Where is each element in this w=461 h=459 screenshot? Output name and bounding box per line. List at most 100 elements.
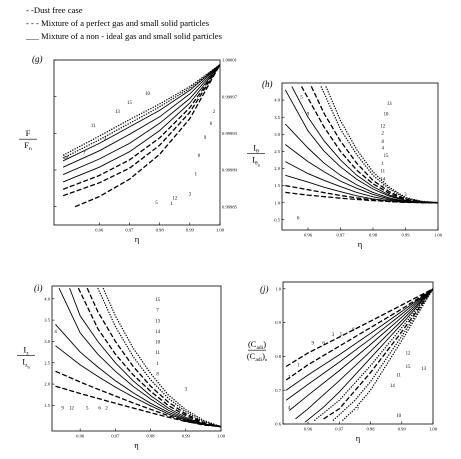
legend-prefix: ___ [26, 31, 39, 41]
curve-label: 10 [396, 414, 401, 419]
curve-label: 1 [171, 202, 174, 207]
x-tick-label: 0.99 [186, 228, 195, 233]
series-line-11 [58, 287, 221, 428]
y-tick-label: 0.99989 [222, 168, 238, 173]
panel-label: (h) [262, 79, 273, 89]
y-tick-label: 3.0 [274, 132, 280, 137]
curve-label: 9 [61, 407, 64, 412]
curve-label: 7 [83, 151, 86, 156]
series-line-15 [284, 89, 438, 204]
panel-i: (i) 0.96 0.97 0.98 0.99 1.00 4.0 3.5 3.0 2.5 2.0 1.… [17, 283, 226, 450]
y-axis-label-top: F [26, 128, 31, 138]
curve-label: 1 [195, 173, 198, 178]
series-line-10 [69, 287, 221, 428]
series-line-5 [304, 288, 433, 423]
curve-label: 2 [213, 110, 216, 115]
y-axis-label-bottom: Iθn [252, 155, 260, 168]
series-line-1 [62, 64, 220, 183]
y-axis-label-bottom-sub: adi [255, 357, 262, 363]
x-tick-label: 0.99 [401, 233, 410, 238]
y-axis-label-top-sub: z [26, 351, 29, 357]
y-axis-label-top-sub: θ [256, 149, 259, 155]
curve-label: 14 [380, 177, 385, 182]
series-line-6 [62, 64, 220, 159]
series-line-1 [55, 324, 221, 428]
x-tick-label: 1.00 [429, 427, 438, 432]
series-line-3 [285, 184, 438, 204]
curve-label: 1 [156, 362, 159, 367]
curve-label: 13 [421, 367, 426, 372]
curve-label: 7 [156, 309, 159, 314]
curve-label: 4 [104, 138, 107, 143]
series-line-3 [62, 64, 220, 190]
curve-label: 13 [155, 319, 160, 324]
y-tick-label: 2.0 [44, 382, 50, 387]
series-line-12 [62, 64, 220, 197]
curve-label: 3 [189, 193, 192, 198]
y-tick-label: 2.5 [274, 149, 280, 154]
curve-label: 1 [297, 364, 300, 369]
plot-frame [51, 285, 222, 432]
y-axis-label-bottom: Izn [22, 357, 30, 370]
x-tick-label: 0.96 [304, 427, 313, 432]
curve-label: 8 [382, 140, 385, 145]
series-line-2 [300, 86, 438, 204]
panel-g: (g) 0.96 0.97 0.98 0.99 1.00 1.00001 0.99997 0.9… [19, 54, 238, 244]
curve-label: 4 [288, 406, 291, 411]
y-tick-label: 1.5 [44, 403, 50, 408]
curve-label: 6 [210, 122, 213, 127]
curve-label: 2 [105, 407, 108, 412]
x-axis-label: η [134, 440, 138, 450]
legend-label: Dust free case [33, 5, 83, 15]
x-tick-label: 0.97 [111, 434, 120, 439]
curve-label: 5 [86, 407, 89, 412]
legend: - - Dust free case - - - Mixture of a per… [26, 4, 222, 43]
panel-h: (h) 0.96 0.97 0.98 0.99 1.00 4.0 3.5 3.0 2.5 2.0 1.… [247, 79, 443, 249]
curve-label: 10 [145, 92, 150, 97]
series-group [285, 288, 433, 423]
series-line-8 [313, 288, 433, 422]
series-line-5 [74, 64, 220, 208]
y-tick-label: 1.0 [275, 286, 281, 291]
series-line-6 [289, 288, 433, 411]
curve-label: 13 [387, 102, 392, 107]
x-tick-label: 0.97 [335, 427, 344, 432]
y-tick-label: 2.0 [274, 166, 280, 171]
x-tick-label: 0.99 [398, 427, 407, 432]
curve-label: 4 [54, 330, 57, 335]
panel-j: (j) 0.96 0.97 0.98 0.99 1.00 1.0 0.9 0.8 0.7 0.6 η (… [247, 281, 438, 443]
y-axis-label-bottom-close: ) [262, 351, 265, 361]
x-tick-label: 0.98 [366, 427, 375, 432]
legend-item-perfect-gas: - - - Mixture of a perfect gas and small… [26, 17, 222, 30]
legend-item-non-ideal-gas: ___ Mixture of a non - ideal gas and sma… [26, 30, 222, 43]
y-tick-label: 0.7 [275, 388, 281, 393]
curve-label: 15 [155, 298, 160, 303]
series-line-4 [285, 288, 433, 368]
curve-label: 5 [340, 333, 343, 338]
series-line-1 [285, 288, 433, 391]
x-tick-label: 1.00 [216, 228, 225, 233]
panel-label: (j) [260, 284, 269, 294]
plot-frame [281, 82, 439, 231]
x-tick-label: 0.98 [369, 233, 378, 238]
y-axis-label-bottom: (Cadi)n [247, 351, 268, 363]
y-axis-label-bottom-subsub: n [258, 163, 261, 168]
x-tick-label: 0.97 [336, 233, 345, 238]
curve-label: 10 [155, 341, 160, 346]
curve-label: 6 [98, 407, 101, 412]
curve-label: 12 [69, 407, 74, 412]
y-axis-label-bottom-subsub: n [265, 357, 268, 362]
x-axis-label: η [135, 234, 139, 244]
y-axis-label-bottom-sub: θ [255, 161, 258, 167]
y-tick-label: 3.5 [44, 318, 50, 323]
y-axis-label-bottom-subsub: n [28, 365, 31, 370]
legend-item-dust-free: - - Dust free case [26, 4, 222, 17]
legend-prefix: - - - [26, 18, 39, 28]
series-line-8 [55, 345, 221, 428]
series-line-11 [62, 64, 220, 162]
series-line-13 [86, 287, 221, 428]
curve-label: 9 [311, 342, 314, 347]
series-line-2 [285, 288, 433, 381]
curve-label: 8 [198, 154, 201, 159]
